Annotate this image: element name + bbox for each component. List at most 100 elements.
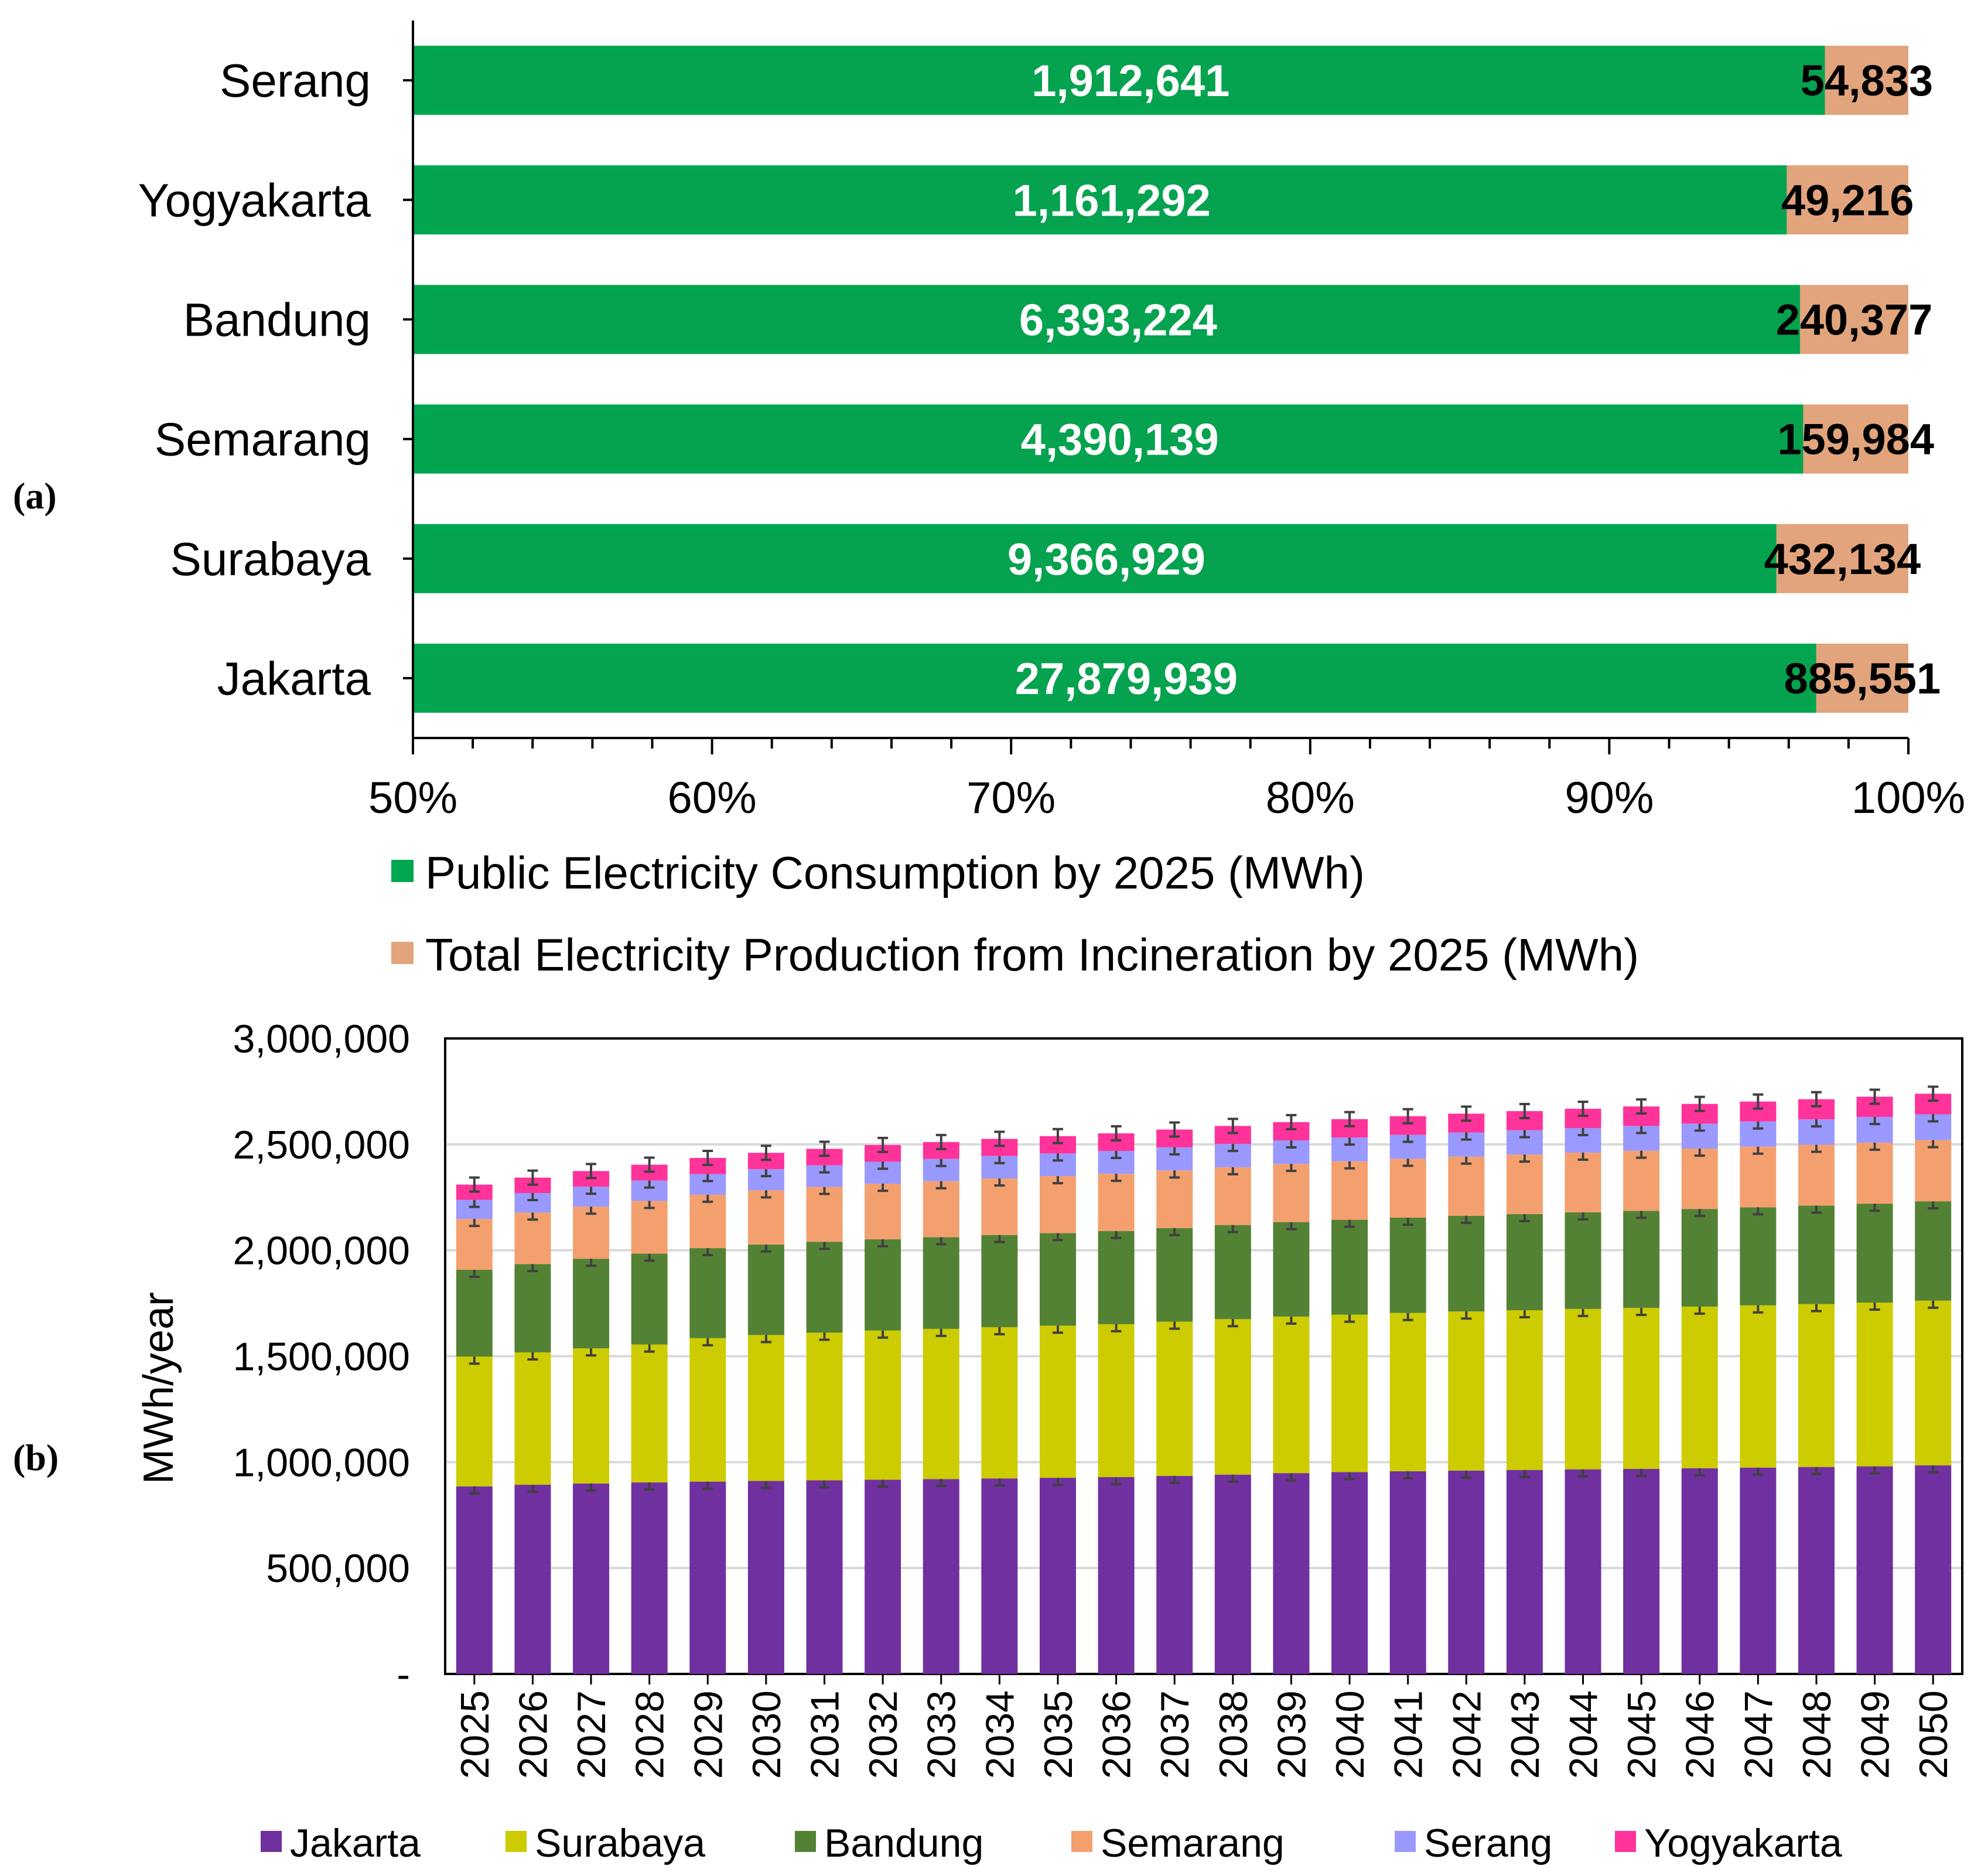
x-tick-label: 2041 — [1386, 1690, 1431, 1779]
bar-semarang-2042 — [1448, 1156, 1485, 1216]
bar-bandung-2029 — [689, 1248, 726, 1338]
bar-bandung-2038 — [1214, 1225, 1251, 1320]
bar-jakarta-2039 — [1273, 1473, 1310, 1674]
label-consumption-surabaya: 9,366,929 — [1007, 535, 1205, 585]
legend-label-yogyakarta: Yogyakarta — [1644, 1821, 1842, 1865]
bar-consumption-yogyakarta — [413, 165, 1787, 235]
bar-surabaya-2031 — [806, 1332, 843, 1481]
bar-semarang-2031 — [806, 1187, 843, 1242]
category-label-surabaya: Surabaya — [170, 533, 371, 585]
legend-swatch-yogyakarta — [1615, 1831, 1636, 1852]
bar-surabaya-2047 — [1740, 1305, 1777, 1468]
y-tick-label: 500,000 — [266, 1546, 410, 1591]
bar-jakarta-2047 — [1740, 1467, 1777, 1674]
bar-bandung-2042 — [1448, 1215, 1485, 1312]
bar-semarang-2032 — [865, 1184, 901, 1239]
bar-jakarta-2030 — [747, 1481, 784, 1674]
x-tick-label: 50% — [368, 773, 457, 823]
bar-bandung-2034 — [981, 1235, 1018, 1327]
y-tick-label: 1,500,000 — [233, 1335, 410, 1379]
x-tick-label: 2037 — [1153, 1690, 1197, 1779]
bar-surabaya-2048 — [1798, 1304, 1835, 1467]
bar-semarang-2036 — [1098, 1174, 1135, 1231]
bar-consumption-serang — [413, 46, 1825, 115]
bar-jakarta-2040 — [1331, 1472, 1368, 1674]
label-consumption-yogyakarta: 1,161,292 — [1013, 176, 1211, 225]
x-tick-label: 2026 — [511, 1690, 555, 1779]
legend-swatch-jakarta — [261, 1831, 282, 1852]
bar-jakarta-2045 — [1623, 1468, 1660, 1674]
x-tick-label: 2049 — [1853, 1690, 1898, 1779]
category-label-yogyakarta: Yogyakarta — [138, 174, 371, 226]
x-tick-label: 60% — [668, 773, 757, 823]
bar-bandung-2033 — [923, 1237, 959, 1329]
bar-jakarta-2046 — [1681, 1468, 1718, 1674]
bar-bandung-2031 — [806, 1242, 843, 1333]
bar-semarang-2038 — [1214, 1167, 1251, 1225]
bar-incineration-surabaya — [1776, 524, 1908, 593]
bar-semarang-2033 — [923, 1181, 959, 1238]
x-tick-label: 2034 — [978, 1690, 1022, 1779]
bar-consumption-shade-serang — [431, 53, 1825, 108]
y-tick-label: 2,000,000 — [233, 1229, 410, 1273]
legend-label-serang: Serang — [1424, 1821, 1552, 1865]
bar-bandung-2047 — [1740, 1207, 1777, 1306]
x-tick-label: 2035 — [1036, 1690, 1081, 1779]
bar-semarang-2025 — [456, 1219, 493, 1270]
y-tick-label: 2,500,000 — [233, 1123, 410, 1167]
label-incineration-bandung: 240,377 — [1776, 295, 1933, 344]
bar-jakarta-2033 — [923, 1479, 959, 1674]
bar-semarang-2050 — [1915, 1140, 1952, 1202]
bar-semarang-2047 — [1740, 1146, 1777, 1208]
legend-label-surabaya: Surabaya — [535, 1821, 705, 1865]
panel-b-chart: - 500,000 1,000,000 1,500,000 2,000,000 2,500… — [233, 1017, 1963, 1779]
bar-surabaya-2030 — [747, 1335, 784, 1481]
legend-label-consumption: Public Electricity Consumption by 2025 (… — [425, 847, 1365, 898]
bar-surabaya-2049 — [1856, 1302, 1893, 1467]
legend-swatch-incineration — [391, 942, 414, 964]
legend-swatch-bandung — [795, 1831, 816, 1852]
bar-surabaya-2037 — [1156, 1321, 1193, 1476]
bar-consumption-surabaya — [413, 524, 1777, 593]
panel-b-label: (b) — [13, 1437, 59, 1478]
bar-bandung-2028 — [631, 1253, 668, 1345]
legend-label-bandung: Bandung — [824, 1821, 983, 1865]
bar-jakarta-2038 — [1214, 1474, 1251, 1674]
legend-swatch-surabaya — [506, 1831, 527, 1852]
bar-bandung-2041 — [1389, 1217, 1426, 1313]
bar-jakarta-2028 — [631, 1482, 668, 1674]
x-tick-label: 2040 — [1328, 1690, 1372, 1779]
bar-surabaya-2046 — [1681, 1306, 1718, 1468]
plot-frame — [444, 1037, 1963, 1675]
category-label-bandung: Bandung — [183, 293, 371, 346]
bar-consumption-bandung — [413, 285, 1800, 354]
x-tick-label: 2039 — [1269, 1690, 1314, 1779]
bar-jakarta-2042 — [1448, 1470, 1485, 1674]
bar-bandung-2026 — [514, 1264, 551, 1352]
bar-bandung-2044 — [1565, 1212, 1601, 1309]
x-tick-label: 2044 — [1562, 1690, 1606, 1779]
label-consumption-semarang: 4,390,139 — [1021, 415, 1219, 465]
bar-bandung-2045 — [1623, 1211, 1660, 1308]
bar-bandung-2037 — [1156, 1228, 1193, 1322]
label-consumption-bandung: 6,393,224 — [1019, 295, 1217, 345]
x-tick-label: 2036 — [1095, 1690, 1139, 1779]
bar-semarang-2046 — [1681, 1149, 1718, 1209]
bar-surabaya-2033 — [923, 1328, 959, 1479]
bar-incineration-semarang — [1803, 404, 1908, 474]
bar-bandung-2035 — [1039, 1233, 1076, 1326]
bar-jakarta-2034 — [981, 1478, 1018, 1674]
bar-jakarta-2037 — [1156, 1475, 1193, 1674]
bar-jakarta-2043 — [1506, 1470, 1543, 1674]
bar-jakarta-2048 — [1798, 1467, 1835, 1674]
panel-a-chart: 1,912,641 54,833 Serang 1,161,292 49,216 Yogy… — [138, 20, 1965, 823]
bar-incineration-yogyakarta — [1787, 165, 1908, 235]
x-tick-label: 100% — [1852, 773, 1965, 823]
bar-surabaya-2028 — [631, 1344, 668, 1483]
bar-semarang-2030 — [747, 1190, 784, 1245]
bar-surabaya-2036 — [1098, 1324, 1135, 1478]
bar-surabaya-2034 — [981, 1327, 1018, 1479]
bar-surabaya-2035 — [1039, 1325, 1076, 1478]
bar-semarang-2035 — [1039, 1176, 1076, 1233]
